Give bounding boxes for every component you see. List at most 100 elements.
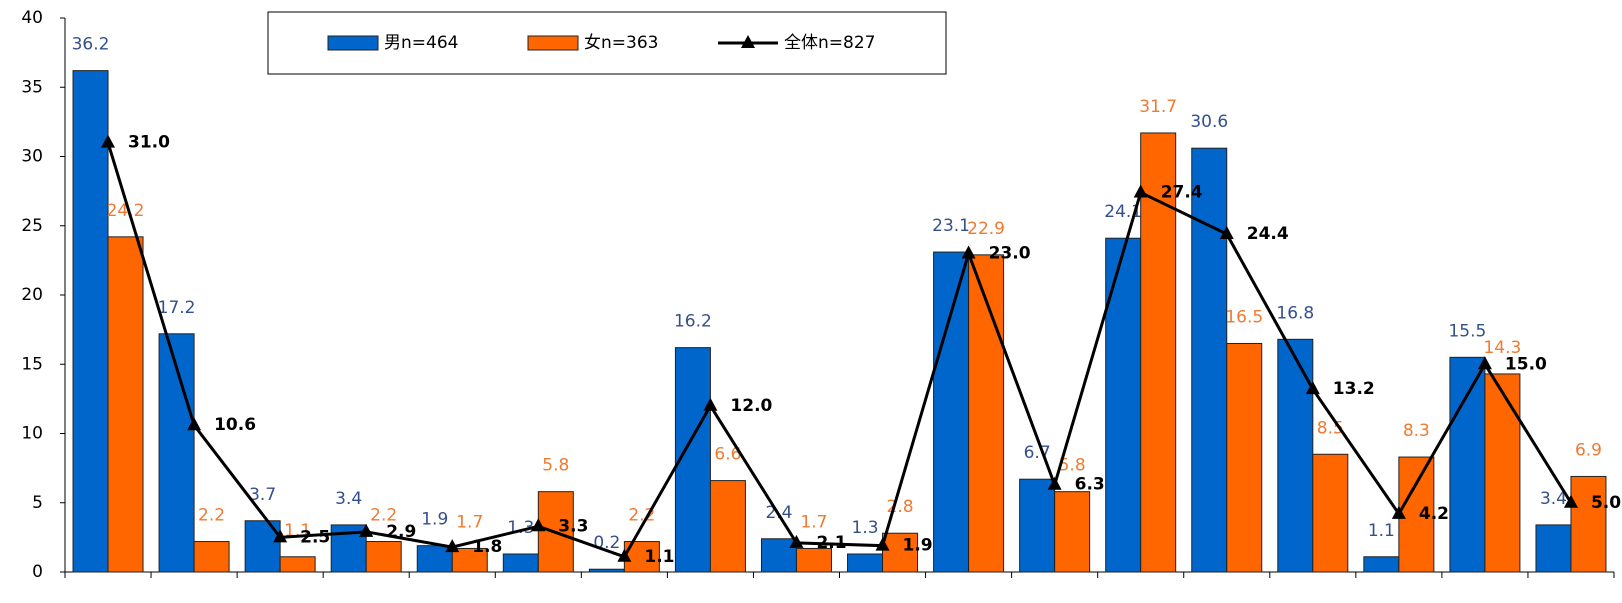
- value-label: 23.0: [989, 243, 1031, 263]
- value-label: 27.4: [1161, 183, 1203, 203]
- marker: [961, 245, 976, 259]
- value-label: 3.4: [1540, 489, 1567, 509]
- value-label: 1.3: [852, 518, 879, 538]
- value-label: 14.3: [1483, 338, 1521, 358]
- marker: [1305, 381, 1320, 395]
- y-tick-label: 20: [21, 285, 43, 305]
- bar: [847, 553, 884, 573]
- marker: [789, 534, 804, 548]
- bar: [502, 553, 539, 573]
- marker: [617, 548, 632, 562]
- bar: [1054, 491, 1091, 573]
- legend-marker: [741, 35, 755, 48]
- legend-label: 男n=464: [384, 33, 458, 53]
- bar: [1312, 453, 1349, 573]
- value-label: 17.2: [158, 298, 196, 318]
- line: [106, 142, 1573, 559]
- bar: [709, 480, 746, 573]
- value-label: 3.4: [335, 489, 362, 509]
- value-label: 31.7: [1139, 97, 1177, 117]
- value-label: 15.0: [1505, 354, 1547, 374]
- y-tick-label: 15: [21, 354, 43, 374]
- bar: [107, 236, 144, 573]
- bar: [933, 251, 970, 573]
- value-label: 30.6: [1190, 112, 1228, 132]
- value-label: 2.2: [628, 506, 655, 526]
- y-tick-label: 30: [21, 147, 43, 167]
- bar: [1019, 478, 1056, 573]
- value-label: 22.9: [967, 219, 1005, 239]
- legend-label: 全体n=827: [784, 33, 875, 53]
- value-label: 2.9: [386, 522, 416, 542]
- legend-box: [267, 11, 947, 75]
- value-label: 4.2: [1419, 504, 1449, 524]
- marker: [531, 518, 546, 532]
- value-label: 36.2: [72, 35, 110, 55]
- marker: [1477, 356, 1492, 370]
- bar: [1484, 373, 1521, 573]
- value-label: 1.8: [472, 537, 502, 557]
- value-label: 5.8: [1059, 456, 1086, 476]
- bar: [588, 568, 625, 573]
- bar: [158, 333, 195, 573]
- bar: [279, 556, 316, 573]
- value-label: 3.3: [558, 516, 588, 536]
- bar: [1363, 556, 1400, 573]
- legend-swatch: [527, 35, 579, 51]
- y-tick-label: 35: [21, 77, 43, 97]
- value-label: 2.2: [198, 506, 225, 526]
- marker: [1133, 184, 1148, 198]
- y-tick-label: 0: [32, 562, 43, 582]
- bar: [1449, 356, 1486, 573]
- value-label: 12.0: [730, 396, 772, 416]
- value-label: 23.1: [932, 216, 970, 236]
- value-label: 13.2: [1333, 379, 1375, 399]
- marker: [1219, 226, 1234, 240]
- y-tick-label: 40: [21, 8, 43, 28]
- bar: [365, 541, 402, 573]
- value-label: 24.2: [107, 201, 145, 221]
- value-label: 1.1: [1368, 521, 1395, 541]
- bar: [1191, 147, 1228, 573]
- marker: [1563, 494, 1578, 508]
- value-label: 6.9: [1575, 440, 1602, 460]
- bar: [1226, 342, 1263, 573]
- value-label: 5.8: [542, 456, 569, 476]
- value-label: 5.0: [1591, 493, 1621, 513]
- value-label: 2.1: [816, 533, 846, 553]
- value-label: 6.6: [714, 445, 741, 465]
- value-label: 10.6: [214, 415, 256, 435]
- value-label: 15.5: [1448, 321, 1486, 341]
- marker: [445, 539, 460, 553]
- value-label: 31.0: [128, 133, 170, 153]
- value-label: 16.8: [1276, 303, 1314, 323]
- value-label: 24.4: [1247, 224, 1289, 244]
- bar: [968, 254, 1005, 573]
- value-label: 1.7: [800, 512, 827, 532]
- bar: [760, 538, 797, 573]
- bar: [451, 547, 488, 573]
- value-label: 3.7: [249, 485, 276, 505]
- value-label: 8.3: [1403, 421, 1430, 441]
- bar: [1535, 524, 1572, 573]
- value-label: 1.9: [903, 536, 933, 556]
- bar: [795, 547, 832, 573]
- marker: [1047, 476, 1062, 490]
- value-label: 2.2: [370, 506, 397, 526]
- legend-label: 女n=363: [584, 33, 658, 53]
- value-label: 1.7: [456, 512, 483, 532]
- value-label: 16.5: [1225, 307, 1263, 327]
- y-tick-label: 25: [21, 216, 43, 236]
- y-tick-label: 5: [32, 493, 43, 513]
- value-label: 1.9: [421, 510, 448, 530]
- legend-swatch: [327, 35, 379, 51]
- bar: [193, 541, 230, 573]
- marker: [187, 417, 202, 431]
- bar: [882, 532, 919, 573]
- bar: [1398, 456, 1435, 573]
- value-label: 1.1: [644, 547, 674, 567]
- marker: [359, 523, 374, 537]
- marker: [101, 134, 116, 148]
- value-label: 2.5: [300, 527, 330, 547]
